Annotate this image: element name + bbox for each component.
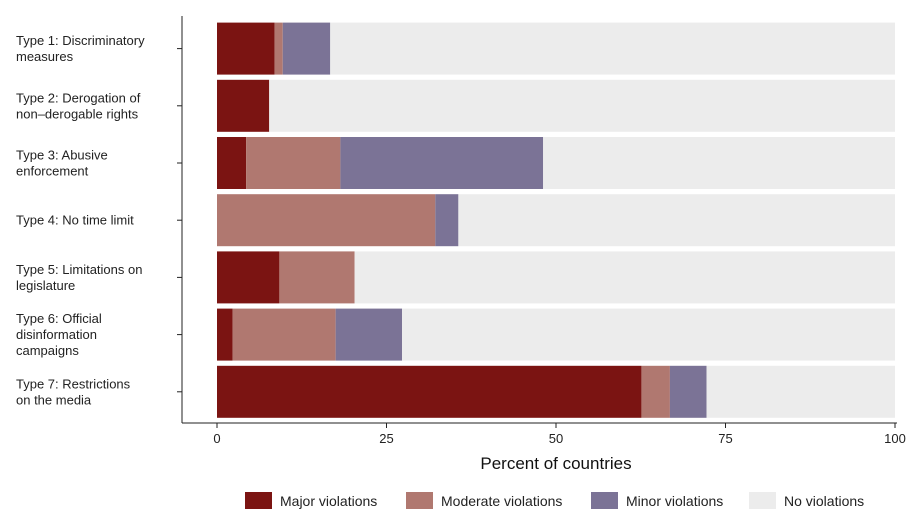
bar-segment: [435, 194, 459, 247]
bars-layer: [217, 22, 896, 418]
bar-segment: [232, 308, 336, 361]
axes-layer: 0 25 50 75 100: [177, 16, 906, 446]
bar-segment: [458, 194, 895, 247]
category-label: Type 7: Restrictions on the media: [16, 376, 131, 407]
bar-segment: [340, 137, 544, 189]
legend-label: Moderate violations: [441, 493, 562, 509]
category-label-line: Type 7: Restrictions: [16, 376, 131, 391]
x-tick-label: 75: [718, 431, 732, 446]
category-label-line: non–derogable rights: [16, 106, 139, 121]
legend-label: Minor violations: [626, 493, 723, 509]
category-label-line: measures: [16, 49, 74, 64]
category-label-line: Type 3: Abusive: [16, 148, 108, 163]
category-label-line: disinformation: [16, 327, 97, 342]
category-label-line: Type 5: Limitations on: [16, 262, 142, 277]
legend-label: Major violations: [280, 493, 377, 509]
category-label: Type 6: Official disinformation campaigns: [16, 311, 102, 358]
legend: Major violations Moderate violations Minor…: [245, 492, 864, 509]
bar-segment: [335, 308, 403, 361]
bar-segment: [217, 365, 642, 418]
bar-segment: [217, 137, 247, 189]
category-label-line: on the media: [16, 392, 92, 407]
bar-segment: [543, 137, 895, 189]
bar-segment: [330, 22, 896, 75]
category-label-line: campaigns: [16, 343, 79, 358]
category-label: Type 3: Abusive enforcement: [16, 148, 108, 179]
category-label-line: Type 1: Discriminatory: [16, 33, 145, 48]
legend-label: No violations: [784, 493, 864, 509]
bar-segment: [274, 22, 283, 75]
bar-segment: [354, 251, 895, 304]
bar-segment: [217, 194, 436, 247]
x-tick-label: 25: [379, 431, 393, 446]
x-tick-label: 50: [549, 431, 563, 446]
bar-segment: [217, 22, 275, 75]
category-label: Type 4: No time limit: [16, 213, 134, 228]
category-label-line: Type 6: Official: [16, 311, 102, 326]
bar-segment: [217, 308, 233, 361]
bar-segment: [706, 365, 895, 418]
bar-segment: [402, 308, 895, 361]
bar-segment: [269, 79, 896, 132]
x-tick-label: 100: [884, 431, 906, 446]
bar-segment: [217, 251, 280, 304]
legend-swatch: [406, 492, 433, 509]
legend-swatch: [245, 492, 272, 509]
category-labels: Type 1: Discriminatory measures Type 2: De…: [16, 33, 145, 407]
bar-segment: [246, 137, 341, 189]
category-label: Type 2: Derogation of non–derogable right…: [16, 90, 141, 121]
category-label-line: Type 2: Derogation of: [16, 90, 141, 105]
category-label-line: Type 4: No time limit: [16, 213, 134, 228]
legend-swatch: [749, 492, 776, 509]
category-label-line: legislature: [16, 278, 75, 293]
x-tick-label: 0: [213, 431, 220, 446]
bar-segment: [669, 365, 707, 418]
category-label: Type 1: Discriminatory measures: [16, 33, 145, 64]
bar-segment: [282, 22, 331, 75]
bar-segment: [279, 251, 355, 304]
x-axis-title: Percent of countries: [480, 454, 631, 473]
bar-segment: [217, 79, 270, 132]
category-label-line: enforcement: [16, 164, 89, 179]
bar-segment: [641, 365, 670, 418]
category-label: Type 5: Limitations on legislature: [16, 262, 142, 293]
legend-swatch: [591, 492, 618, 509]
